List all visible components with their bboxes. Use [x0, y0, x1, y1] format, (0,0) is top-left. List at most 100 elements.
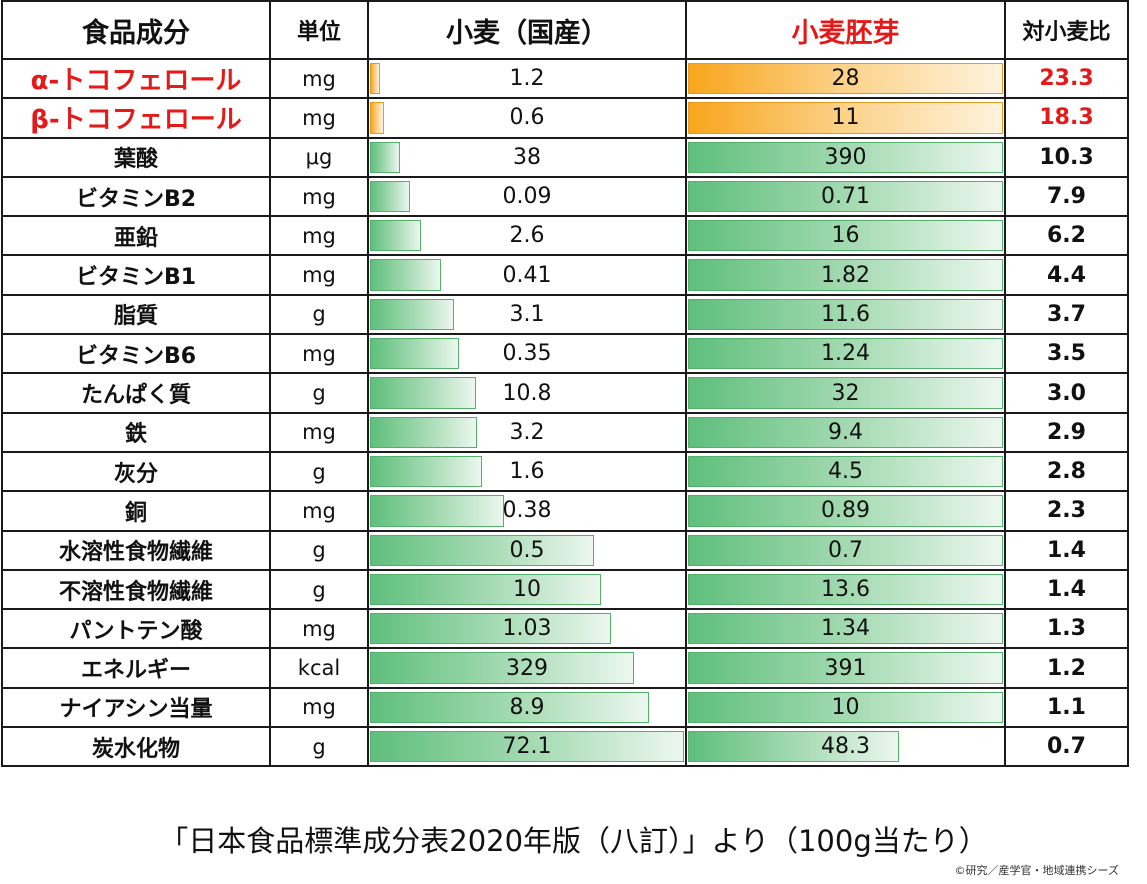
ratio-cell: 1.2: [1004, 647, 1129, 689]
ratio-cell: 2.8: [1004, 450, 1129, 493]
germ-value-label: 48.3: [821, 734, 870, 760]
ratio-cell: 6.2: [1004, 215, 1129, 257]
wheat-bar: [370, 455, 482, 488]
table-row: 脂質 g 3.1 11.6 3.7: [1, 293, 1129, 336]
wheat-value-label: 0.5: [509, 537, 545, 563]
wheat-bar: [370, 377, 477, 409]
source-caption: 「日本食品標準成分表2020年版（八訂）」より（100g当たり）: [159, 824, 988, 858]
unit-cell: g: [269, 529, 369, 571]
wheat-bar: [370, 259, 441, 291]
wheat-cell: 0.41: [367, 254, 687, 296]
wheat-bar: [370, 416, 477, 448]
wheat-value-label: 3.1: [509, 301, 545, 327]
wheat-cell: 1.2: [367, 57, 687, 100]
wheat-cell: 10.8: [367, 372, 687, 414]
germ-cell: 32: [685, 372, 1006, 414]
nutrient-name: 灰分: [1, 450, 271, 493]
table-row: 葉酸 μg 38 390 10.3: [1, 136, 1129, 178]
wheat-bar: [370, 652, 635, 684]
header-ratio: 対小麦比: [1004, 0, 1129, 60]
wheat-value-label: 1.6: [509, 459, 545, 485]
germ-value-label: 11.6: [821, 301, 870, 327]
wheat-bar: [370, 141, 401, 173]
unit-cell: mg: [269, 490, 369, 532]
table-row: ナイアシン当量 mg 8.9 10 1.1: [1, 686, 1129, 729]
unit-cell: mg: [269, 411, 369, 453]
wheat-bar: [370, 63, 381, 95]
germ-bar: [688, 691, 1003, 724]
wheat-cell: 3.1: [367, 293, 687, 336]
germ-value-label: 0.7: [828, 537, 863, 563]
unit-cell: μg: [269, 136, 369, 178]
germ-cell: 10: [685, 686, 1006, 729]
ratio-cell: 0.7: [1004, 726, 1129, 768]
wheat-value-label: 329: [506, 655, 548, 681]
germ-value-label: 4.5: [828, 459, 863, 485]
ratio-cell: 1.4: [1004, 529, 1129, 571]
germ-bar: [688, 377, 1003, 409]
table-row: 炭水化物 g 72.1 48.3 0.7: [1, 726, 1129, 768]
table-row: 銅 mg 0.38 0.89 2.3: [1, 490, 1129, 532]
nutrient-name: 不溶性食物繊維: [1, 568, 271, 611]
germ-bar: [688, 455, 1003, 488]
wheat-value-label: 0.38: [502, 498, 552, 524]
germ-cell: 9.4: [685, 411, 1006, 453]
germ-value-label: 28: [831, 66, 860, 92]
wheat-value-label: 1.03: [502, 616, 552, 642]
germ-value-label: 9.4: [828, 419, 863, 445]
wheat-value-label: 2.6: [509, 223, 545, 249]
ratio-cell: 3.0: [1004, 372, 1129, 414]
germ-bar: [688, 298, 1003, 331]
germ-cell: 1.82: [685, 254, 1006, 296]
wheat-bar: [370, 573, 601, 606]
table-row: β-トコフェロール mg 0.6 11 18.3: [1, 97, 1129, 139]
germ-value-label: 391: [824, 655, 867, 681]
germ-cell: 1.24: [685, 333, 1006, 375]
ratio-cell: 2.3: [1004, 490, 1129, 532]
unit-cell: mg: [269, 97, 369, 139]
germ-bar: [688, 141, 1003, 173]
wheat-cell: 0.35: [367, 333, 687, 375]
wheat-cell: 0.6: [367, 97, 687, 139]
germ-bar: [688, 495, 1003, 527]
germ-cell: 16: [685, 215, 1006, 257]
unit-cell: kcal: [269, 647, 369, 689]
ratio-cell: 2.9: [1004, 411, 1129, 453]
germ-cell: 0.71: [685, 175, 1006, 218]
germ-cell: 0.89: [685, 490, 1006, 532]
credit-text: ©研究／産学官・地域連携シーズ: [954, 864, 1119, 877]
germ-bar: [688, 573, 1003, 606]
wheat-value-label: 0.35: [502, 341, 552, 367]
wheat-bar: [370, 220, 422, 252]
ratio-cell: 3.7: [1004, 293, 1129, 336]
ratio-cell: 4.4: [1004, 254, 1129, 296]
germ-cell: 0.7: [685, 529, 1006, 571]
table-row: 不溶性食物繊維 g 10 13.6 1.4: [1, 568, 1129, 611]
germ-cell: 13.6: [685, 568, 1006, 611]
wheat-cell: 10: [367, 568, 687, 611]
nutrient-name: α-トコフェロール: [1, 57, 271, 100]
nutrition-comparison-table: 食品成分 単位 小麦（国産） 小麦胚芽 対小麦比 α-トコフェロール mg 1.2 2…: [1, 0, 1129, 768]
germ-value-label: 10: [831, 694, 860, 720]
germ-value-label: 11: [831, 105, 860, 131]
germ-value-label: 390: [824, 144, 867, 170]
nutrient-name: 水溶性食物繊維: [1, 529, 271, 571]
table-row: 灰分 g 1.6 4.5 2.8: [1, 450, 1129, 493]
unit-cell: g: [269, 372, 369, 414]
wheat-bar: [370, 534, 595, 566]
germ-bar: [688, 652, 1003, 684]
wheat-cell: 72.1: [367, 726, 687, 768]
germ-bar: [688, 180, 1003, 213]
germ-cell: 11: [685, 97, 1006, 139]
germ-cell: 4.5: [685, 450, 1006, 493]
germ-bar: [688, 534, 1003, 566]
header-wheat-germ: 小麦胚芽: [685, 0, 1006, 60]
unit-cell: g: [269, 450, 369, 493]
wheat-value-label: 10: [513, 577, 541, 602]
ratio-cell: 18.3: [1004, 97, 1129, 139]
header-row: 食品成分 単位 小麦（国産） 小麦胚芽 対小麦比: [1, 0, 1129, 60]
nutrient-name: たんぱく質: [1, 372, 271, 414]
germ-bar: [688, 731, 900, 763]
wheat-value-label: 0.6: [509, 105, 545, 131]
wheat-cell: 8.9: [367, 686, 687, 729]
